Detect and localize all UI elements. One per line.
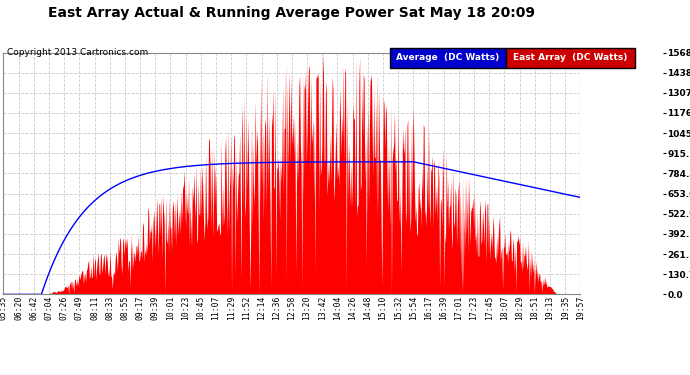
- Text: 16:39: 16:39: [439, 295, 449, 320]
- Text: 05:35: 05:35: [0, 295, 8, 320]
- Text: 16:17: 16:17: [424, 295, 433, 320]
- Text: 11:07: 11:07: [211, 295, 221, 320]
- Text: 07:04: 07:04: [44, 295, 54, 320]
- Text: 17:23: 17:23: [469, 295, 479, 320]
- Text: 11:29: 11:29: [226, 295, 236, 320]
- Text: East Array Actual & Running Average Power Sat May 18 20:09: East Array Actual & Running Average Powe…: [48, 6, 535, 20]
- Text: 19:35: 19:35: [560, 295, 570, 320]
- Text: 18:29: 18:29: [515, 295, 524, 320]
- Text: 14:26: 14:26: [348, 295, 357, 320]
- Text: 17:45: 17:45: [484, 295, 494, 320]
- Text: 08:11: 08:11: [90, 295, 99, 320]
- Text: 15:10: 15:10: [378, 295, 388, 320]
- Text: 10:45: 10:45: [196, 295, 206, 320]
- Text: East Array  (DC Watts): East Array (DC Watts): [513, 53, 628, 62]
- Text: 13:42: 13:42: [317, 295, 327, 320]
- Text: 10:01: 10:01: [166, 295, 175, 320]
- Text: 09:17: 09:17: [135, 295, 145, 320]
- Text: 19:57: 19:57: [575, 295, 585, 320]
- Text: 07:26: 07:26: [59, 295, 69, 320]
- Text: Copyright 2013 Cartronics.com: Copyright 2013 Cartronics.com: [7, 48, 148, 57]
- Text: 12:36: 12:36: [272, 295, 282, 320]
- Text: 06:20: 06:20: [14, 295, 23, 320]
- Text: 12:14: 12:14: [257, 295, 266, 320]
- Text: 06:42: 06:42: [29, 295, 39, 320]
- Text: 15:32: 15:32: [393, 295, 403, 320]
- Text: 10:23: 10:23: [181, 295, 190, 320]
- Text: 09:39: 09:39: [150, 295, 160, 320]
- Text: 14:04: 14:04: [333, 295, 342, 320]
- Text: 07:49: 07:49: [75, 295, 84, 320]
- Text: 17:01: 17:01: [454, 295, 464, 320]
- Text: 18:07: 18:07: [500, 295, 509, 320]
- Text: 08:55: 08:55: [120, 295, 130, 320]
- Text: 14:48: 14:48: [363, 295, 373, 320]
- Text: 08:33: 08:33: [105, 295, 115, 320]
- Text: 19:13: 19:13: [545, 295, 555, 320]
- Text: 18:51: 18:51: [530, 295, 540, 320]
- Text: 11:52: 11:52: [241, 295, 251, 320]
- Text: 12:58: 12:58: [287, 295, 297, 320]
- Text: 13:20: 13:20: [302, 295, 312, 320]
- Text: 15:54: 15:54: [408, 295, 418, 320]
- Text: Average  (DC Watts): Average (DC Watts): [396, 53, 500, 62]
